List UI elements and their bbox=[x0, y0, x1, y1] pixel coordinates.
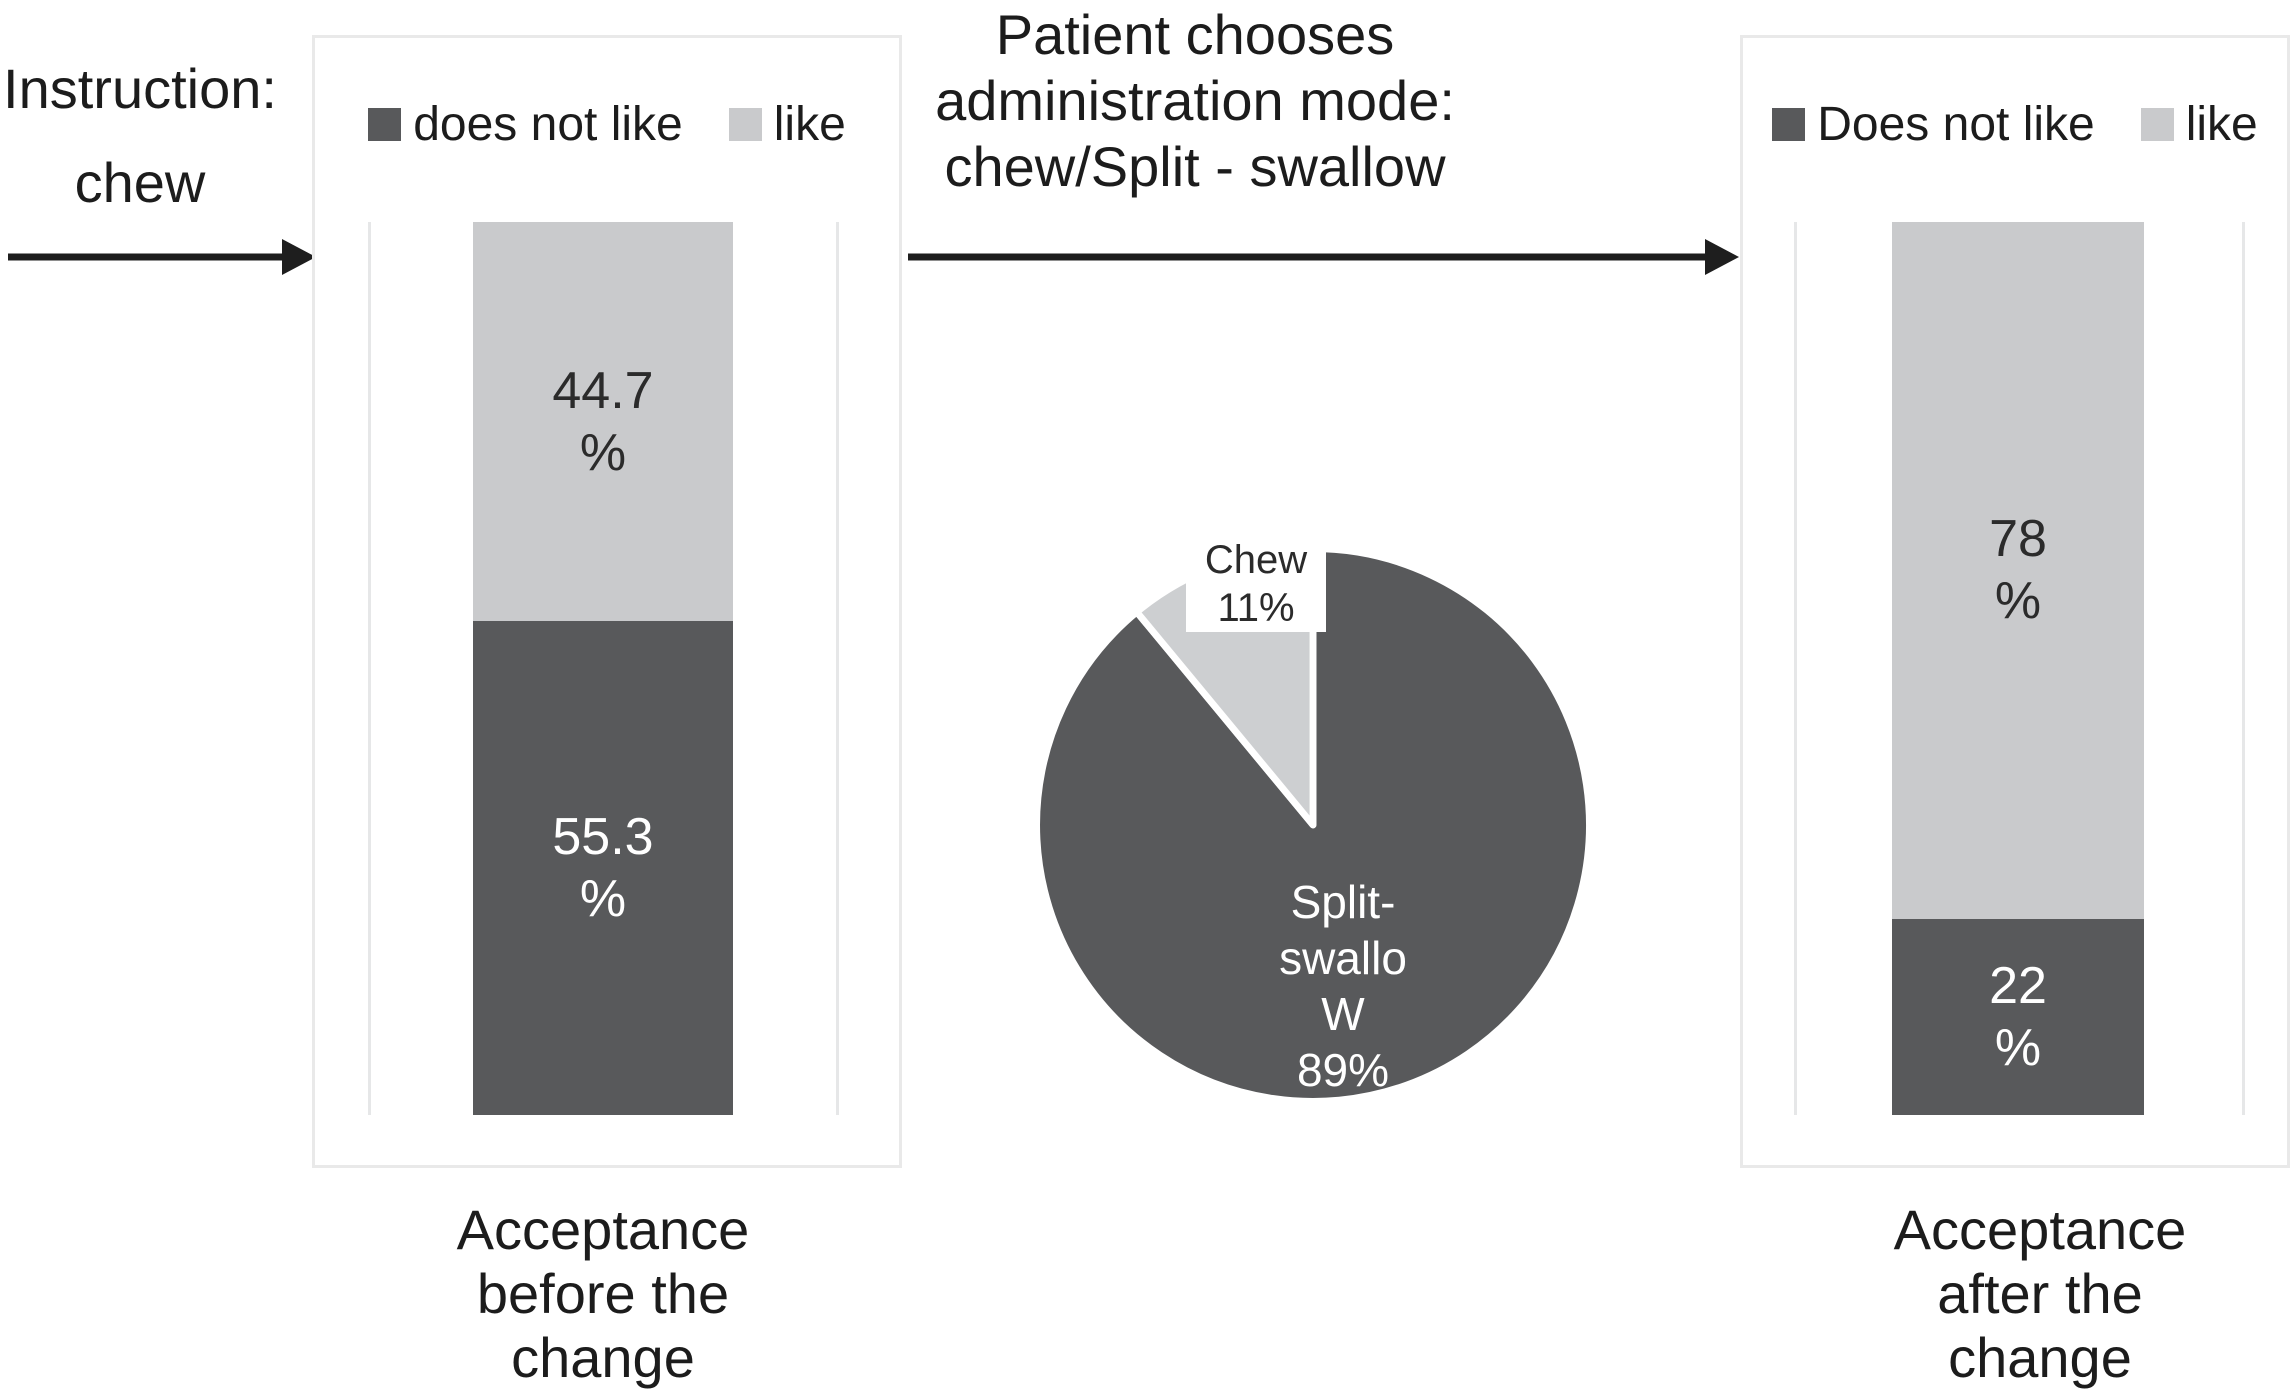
plot-border-left bbox=[368, 222, 371, 1115]
pie-label-split-line: swallo bbox=[1279, 932, 1407, 984]
pie-label-chew: Chew 11% bbox=[1186, 536, 1326, 632]
stacked-bar-before: 44.7 % 55.3 % bbox=[473, 222, 733, 1115]
caption-line: after the bbox=[1937, 1262, 2143, 1325]
stacked-bar-after: 78 % 22 % bbox=[1892, 222, 2144, 1115]
bar-label-like-after: 78 % bbox=[1989, 508, 2047, 632]
caption-line: before the bbox=[476, 1262, 730, 1325]
arrow-middle-icon bbox=[908, 239, 1739, 275]
instruction-line-1: Instruction: bbox=[3, 57, 277, 120]
instruction-text: Instruction: chew bbox=[0, 42, 280, 230]
plot-border-left bbox=[1794, 222, 1797, 1115]
caption-line: Acceptance bbox=[456, 1198, 750, 1261]
pie-label-split-swallow: Split- swallo W 89% bbox=[1193, 874, 1493, 1098]
arrow-left-icon bbox=[8, 239, 316, 275]
bar-label-value: 78 bbox=[1989, 510, 2047, 569]
legend-after: Does not like like bbox=[1743, 96, 2287, 152]
plot-border-right bbox=[836, 222, 839, 1115]
bar-label-value: 44.7 bbox=[552, 361, 654, 420]
bar-segment-does-not-like-after: 22 % bbox=[1892, 918, 2144, 1115]
bar-label-does-not-like-after: 22 % bbox=[1989, 955, 2047, 1079]
instruction-line-2: chew bbox=[74, 151, 206, 214]
pie-label-split-value: 89% bbox=[1296, 1044, 1390, 1096]
middle-title-line: Patient chooses bbox=[995, 3, 1395, 66]
caption-line: Acceptance bbox=[1893, 1198, 2187, 1261]
bar-segment-does-not-like-before: 55.3 % bbox=[473, 621, 733, 1115]
legend-label-like: like bbox=[773, 97, 846, 151]
bar-label-unit: % bbox=[1994, 572, 2042, 631]
pie-label-split-line: Split- bbox=[1290, 876, 1396, 928]
bar-label-like-before: 44.7 % bbox=[552, 360, 653, 484]
bar-segment-like-after: 78 % bbox=[1892, 222, 2144, 919]
legend-before: does not like like bbox=[315, 96, 899, 152]
legend-swatch-does-not-like bbox=[368, 107, 402, 141]
caption-before: Acceptance before the change bbox=[353, 1198, 853, 1390]
bar-label-value: 55.3 bbox=[552, 808, 654, 867]
chart-panel-before: does not like like 44.7 % 55.3 % bbox=[312, 35, 902, 1168]
legend-swatch-like bbox=[2140, 107, 2174, 141]
pie-label-chew-value: 11% bbox=[1217, 586, 1295, 630]
bar-label-unit: % bbox=[579, 423, 627, 482]
legend-label-does-not-like: does not like bbox=[413, 97, 683, 151]
legend-swatch-like bbox=[728, 107, 762, 141]
caption-line: change bbox=[1948, 1326, 2132, 1389]
caption-after: Acceptance after the change bbox=[1790, 1198, 2290, 1390]
middle-title: Patient chooses administration mode: che… bbox=[795, 2, 1595, 200]
pie-label-split-line: W bbox=[1321, 988, 1365, 1040]
legend-swatch-does-not-like bbox=[1772, 107, 1806, 141]
middle-title-line: chew/Split - swallow bbox=[944, 135, 1446, 198]
legend-label-does-not-like: Does not like bbox=[1817, 97, 2095, 151]
bar-label-unit: % bbox=[579, 870, 627, 929]
middle-title-line: administration mode: bbox=[935, 69, 1455, 132]
caption-line: change bbox=[511, 1326, 695, 1389]
bar-label-does-not-like-before: 55.3 % bbox=[552, 806, 653, 930]
chart-panel-after: Does not like like 78 % 22 % bbox=[1740, 35, 2290, 1168]
legend-label-like: like bbox=[2185, 97, 2258, 151]
plot-border-right bbox=[2242, 222, 2245, 1115]
bar-label-value: 22 bbox=[1989, 956, 2047, 1015]
bar-segment-like-before: 44.7 % bbox=[473, 222, 733, 622]
pie-label-chew-name: Chew bbox=[1204, 538, 1308, 582]
bar-label-unit: % bbox=[1994, 1018, 2042, 1077]
